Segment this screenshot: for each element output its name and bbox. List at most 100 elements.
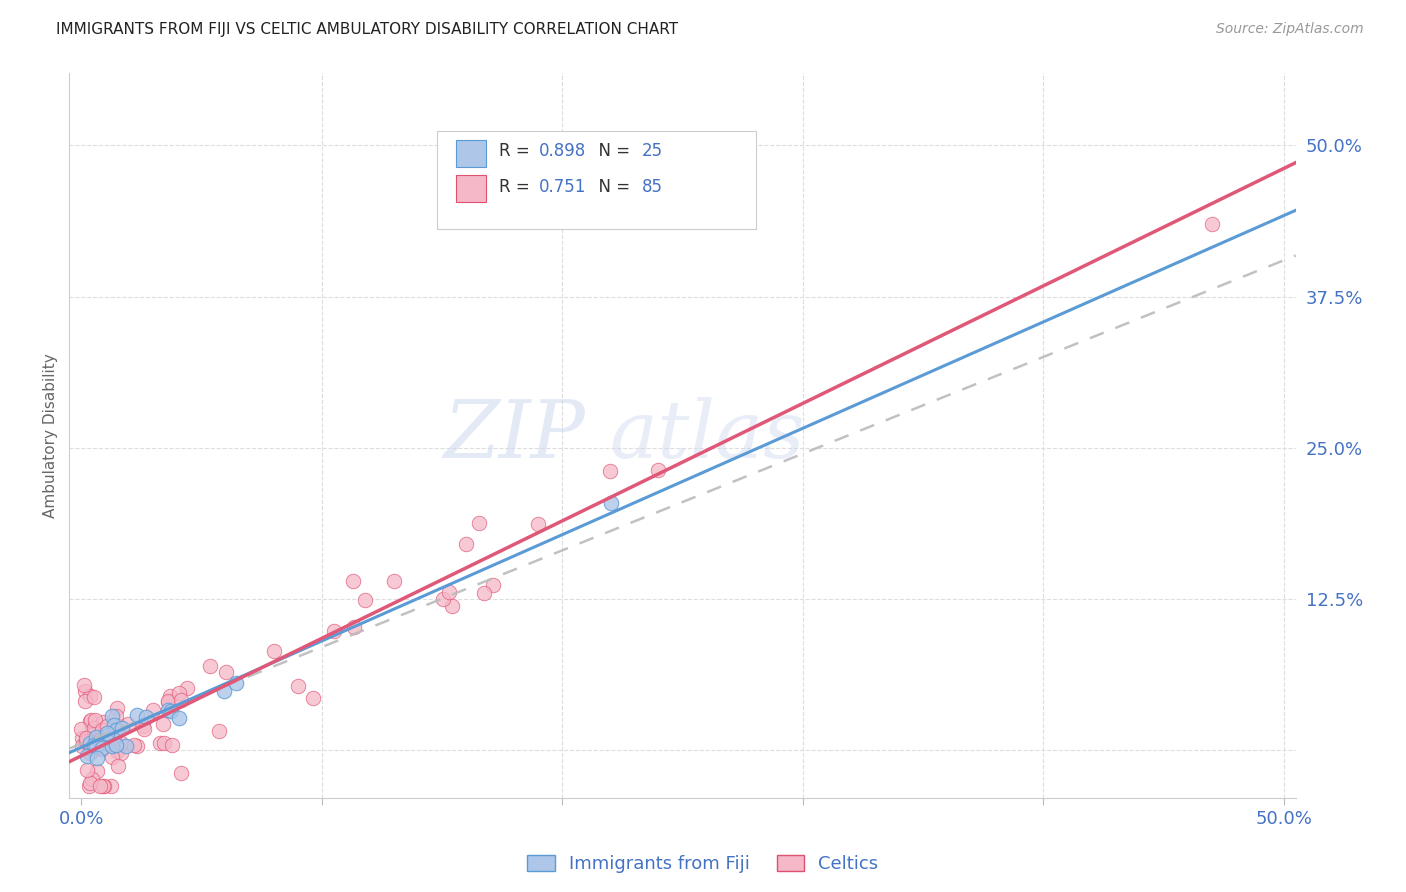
Point bbox=[454, 537, 477, 551]
Y-axis label: Ambulatory Disability: Ambulatory Disability bbox=[44, 353, 58, 518]
Point bbox=[84, 731, 107, 745]
Point bbox=[93, 779, 115, 793]
Point bbox=[79, 740, 101, 755]
Point bbox=[76, 735, 98, 749]
Point bbox=[134, 722, 156, 736]
Point bbox=[110, 735, 132, 749]
Point bbox=[212, 684, 235, 698]
Point bbox=[599, 496, 621, 510]
Point bbox=[157, 695, 180, 709]
Text: Source: ZipAtlas.com: Source: ZipAtlas.com bbox=[1216, 22, 1364, 37]
Point bbox=[100, 735, 122, 749]
Point bbox=[91, 714, 114, 729]
Point bbox=[80, 772, 103, 787]
Text: 25: 25 bbox=[643, 143, 664, 161]
Point bbox=[468, 516, 491, 530]
Point bbox=[104, 708, 127, 723]
Point bbox=[73, 678, 96, 692]
Point bbox=[167, 686, 190, 700]
Point bbox=[90, 741, 112, 756]
Point bbox=[169, 711, 191, 725]
Point bbox=[82, 722, 104, 736]
Point bbox=[89, 779, 111, 793]
Text: R =: R = bbox=[499, 178, 534, 196]
Point bbox=[122, 738, 145, 752]
Point bbox=[96, 718, 118, 732]
Point bbox=[647, 463, 669, 477]
Text: N =: N = bbox=[588, 143, 636, 161]
FancyBboxPatch shape bbox=[456, 140, 486, 168]
Point bbox=[86, 764, 108, 779]
Point bbox=[382, 574, 405, 589]
Point bbox=[225, 676, 247, 690]
Point bbox=[79, 779, 101, 793]
Point bbox=[437, 584, 460, 599]
Point bbox=[73, 684, 96, 698]
Point bbox=[170, 766, 193, 780]
Text: atlas: atlas bbox=[609, 397, 804, 475]
Point bbox=[103, 730, 125, 744]
Point bbox=[527, 516, 550, 531]
Point bbox=[105, 723, 128, 737]
Point bbox=[84, 713, 107, 727]
Point bbox=[127, 739, 149, 753]
Point bbox=[107, 759, 129, 773]
Point bbox=[132, 719, 155, 733]
Point bbox=[599, 464, 621, 478]
Point bbox=[323, 624, 346, 638]
Point bbox=[86, 750, 108, 764]
Point bbox=[440, 599, 463, 613]
Point bbox=[101, 749, 124, 764]
Point bbox=[287, 679, 309, 693]
Point bbox=[302, 690, 325, 705]
Point bbox=[79, 746, 101, 760]
Point bbox=[160, 704, 183, 718]
Text: 0.751: 0.751 bbox=[538, 178, 586, 196]
Point bbox=[432, 591, 454, 606]
Point bbox=[100, 779, 122, 793]
Text: IMMIGRANTS FROM FIJI VS CELTIC AMBULATORY DISABILITY CORRELATION CHART: IMMIGRANTS FROM FIJI VS CELTIC AMBULATOR… bbox=[56, 22, 678, 37]
Point bbox=[83, 742, 105, 756]
Point bbox=[156, 693, 179, 707]
Text: 0.898: 0.898 bbox=[538, 143, 586, 161]
Point bbox=[91, 742, 114, 756]
Point bbox=[117, 717, 139, 731]
Point bbox=[79, 776, 101, 790]
Point bbox=[76, 763, 98, 777]
Point bbox=[263, 644, 285, 658]
Point bbox=[104, 738, 127, 752]
Point bbox=[79, 714, 101, 729]
Point bbox=[86, 739, 108, 754]
Point bbox=[100, 739, 122, 753]
Point bbox=[97, 729, 120, 743]
Point bbox=[75, 731, 97, 745]
Point bbox=[343, 620, 366, 634]
Point bbox=[70, 731, 93, 745]
Point bbox=[80, 714, 103, 728]
Point bbox=[198, 659, 221, 673]
Text: N =: N = bbox=[588, 178, 636, 196]
Point bbox=[103, 718, 125, 732]
Point bbox=[149, 736, 172, 750]
Point bbox=[75, 694, 97, 708]
Point bbox=[159, 689, 181, 703]
Point bbox=[353, 592, 375, 607]
Point bbox=[111, 721, 134, 735]
Point bbox=[83, 738, 105, 752]
Point bbox=[105, 701, 128, 715]
Point bbox=[152, 736, 174, 750]
FancyBboxPatch shape bbox=[456, 175, 486, 202]
Point bbox=[176, 681, 198, 695]
Point bbox=[93, 730, 115, 744]
Point bbox=[156, 703, 179, 717]
Point bbox=[342, 574, 364, 589]
Point bbox=[93, 736, 115, 750]
Point bbox=[79, 735, 101, 749]
Point bbox=[70, 739, 93, 753]
Point bbox=[142, 703, 165, 717]
Point bbox=[110, 746, 132, 760]
Point bbox=[152, 716, 174, 731]
Point bbox=[101, 709, 124, 723]
Point bbox=[83, 690, 105, 705]
Point bbox=[127, 708, 149, 723]
